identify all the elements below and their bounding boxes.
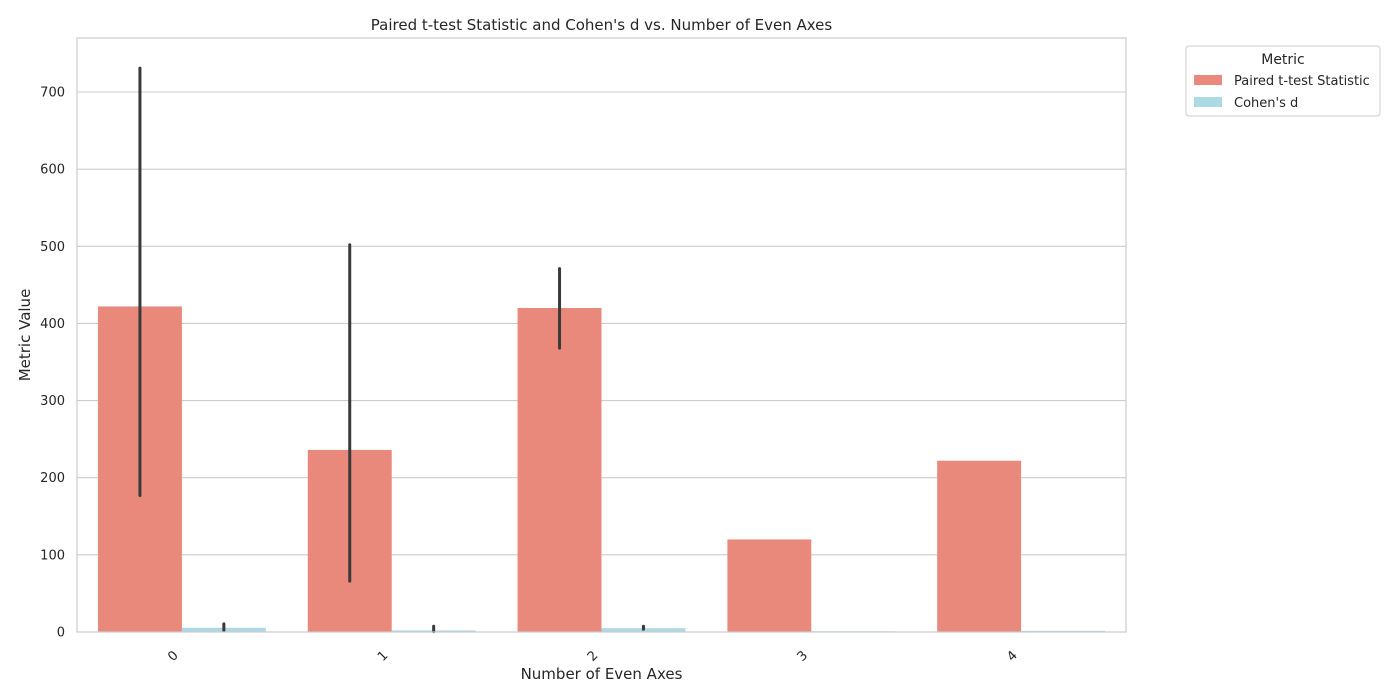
legend: Metric Paired t-test Statistic Cohen's d [1185,45,1381,117]
y-tick-label: 200 [40,471,65,486]
plot-frame [76,37,1127,633]
x-tick-label: 3 [795,648,811,664]
x-tick-label: 1 [375,648,391,664]
legend-title: Metric [1261,52,1305,68]
y-tick-label: 0 [57,626,65,641]
y-tick-label: 700 [40,86,65,101]
y-tick-label: 500 [40,240,65,255]
x-tick-label: 2 [585,648,601,664]
legend-label: Cohen's d [1234,96,1298,111]
error-bars-layer [138,66,645,634]
legend-label: Paired t-test Statistic [1234,74,1370,89]
x-tick-label: 4 [1004,648,1020,664]
bar [727,539,812,632]
x-tick-label: 0 [165,648,181,664]
legend-box [1185,45,1381,117]
y-tick-labels: 0 100 200 300 400 500 600 700 [40,86,65,641]
bars-layer [97,306,1106,632]
legend-items: Paired t-test Statistic Cohen's d [1194,74,1370,111]
legend-swatch [1194,75,1222,85]
y-axis-label: Metric Value [16,289,34,382]
y-tick-label: 600 [40,163,65,178]
bar [937,460,1022,632]
x-tick-labels: 0 1 2 3 4 [165,648,1021,664]
y-tick-label: 100 [40,548,65,563]
x-axis-label: Number of Even Axes [521,665,683,683]
chart-title: Paired t-test Statistic and Cohen's d vs… [371,16,833,34]
legend-swatch [1194,97,1222,107]
y-tick-label: 400 [40,317,65,332]
y-tick-label: 300 [40,394,65,409]
bar [517,308,602,632]
